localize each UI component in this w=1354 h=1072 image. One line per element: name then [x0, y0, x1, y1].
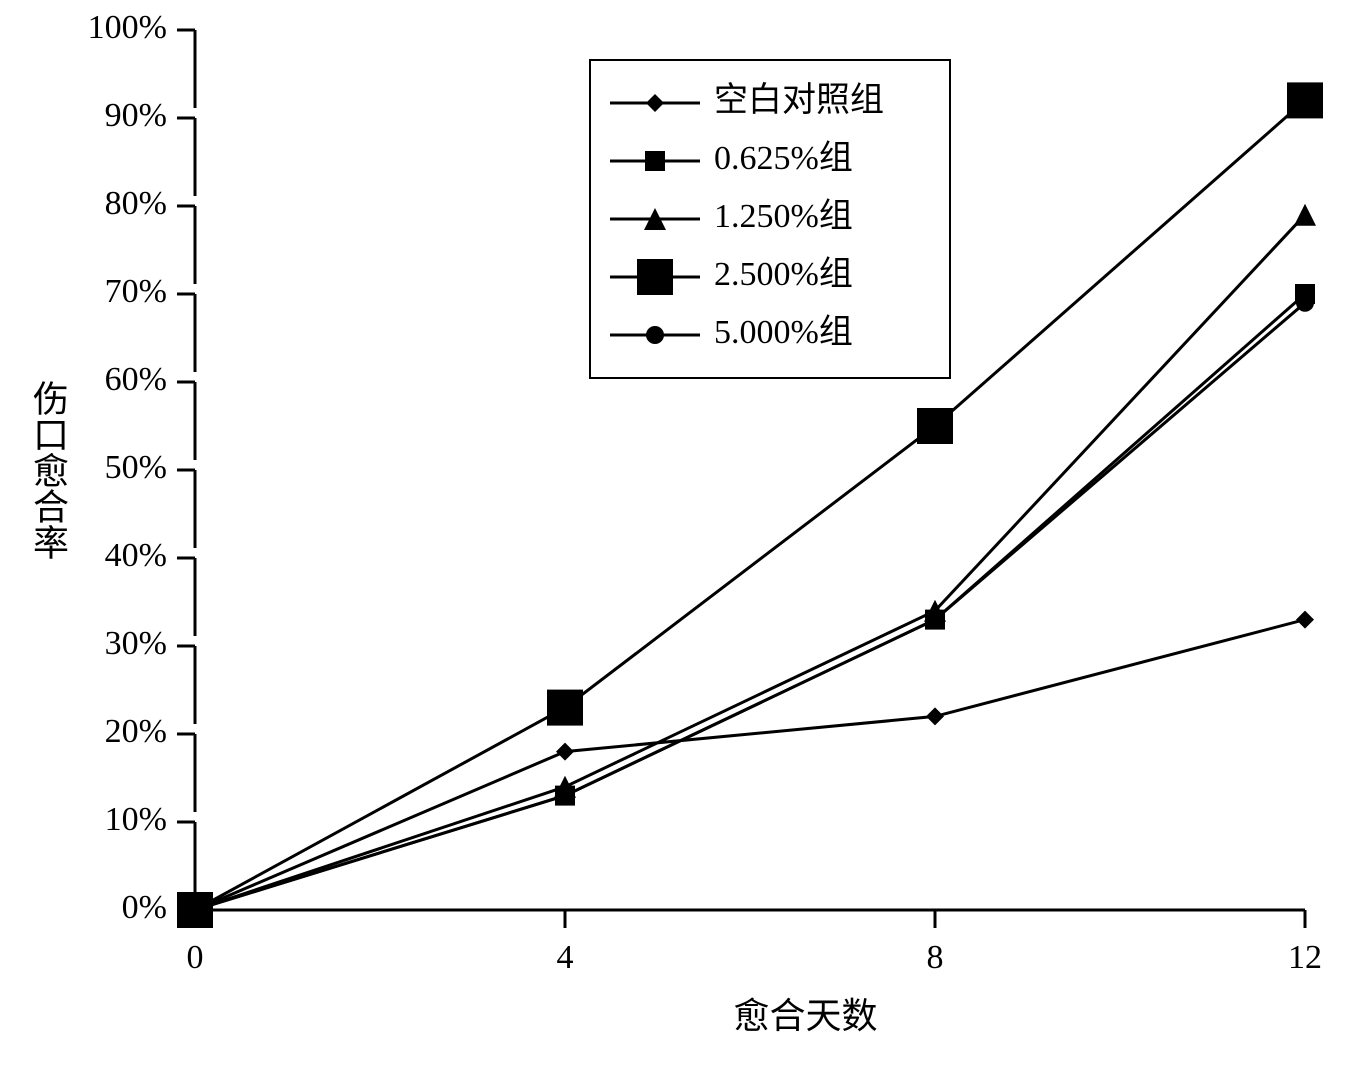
x-tick-label: 12 [1288, 939, 1322, 976]
y-tick-label: 90% [105, 97, 167, 134]
legend: 空白对照组 0.625%组 1.250%组 2.500%组 5.000%组 [590, 60, 950, 378]
y-tick-label: 20% [105, 713, 167, 750]
x-axis-label: 愈合天数 [733, 996, 877, 1036]
chart-svg: 0% 10% 20% 30% 40% 50% 60% 70% 80% 90% 100% 0 4 8 12 伤口… [0, 0, 1354, 1072]
y-tick-label: 0% [122, 889, 167, 926]
y-tick-label: 50% [105, 449, 167, 486]
x-tick-label: 4 [557, 939, 574, 976]
legend-label: 5.000%组 [714, 313, 853, 351]
line-chart: 0% 10% 20% 30% 40% 50% 60% 70% 80% 90% 100% 0 4 8 12 伤口… [0, 0, 1354, 1072]
y-tick-label: 100% [88, 9, 167, 46]
y-tick-label: 80% [105, 185, 167, 222]
legend-label: 2.500%组 [714, 255, 853, 293]
y-tick-label: 40% [105, 537, 167, 574]
y-tick-label: 30% [105, 625, 167, 662]
legend-label: 空白对照组 [714, 81, 884, 119]
y-tick-label: 10% [105, 801, 167, 838]
x-tick-label: 0 [187, 939, 204, 976]
x-tick-label: 8 [927, 939, 944, 976]
y-tick-label: 60% [105, 361, 167, 398]
y-axis-label: 伤口愈合率 [28, 380, 69, 560]
legend-label: 1.250%组 [714, 197, 853, 235]
y-tick-label: 70% [105, 273, 167, 310]
legend-label: 0.625%组 [714, 139, 853, 177]
